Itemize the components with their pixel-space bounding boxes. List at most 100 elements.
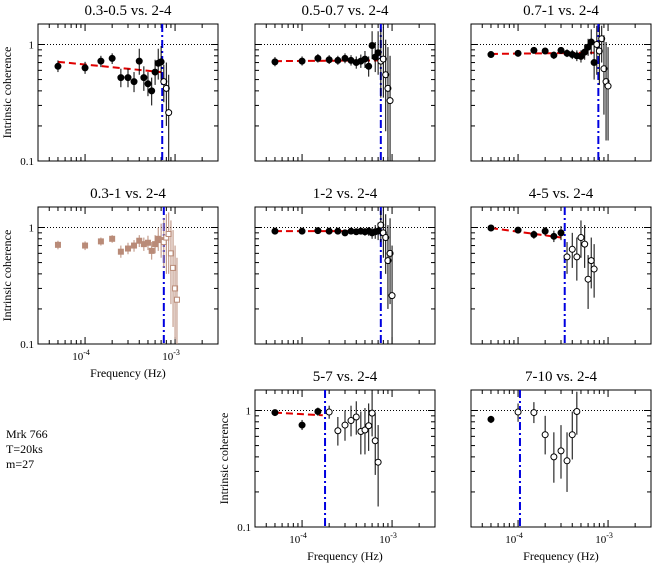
data-point — [487, 51, 495, 59]
source-name: Mrk 766 — [6, 427, 48, 441]
data-point — [530, 231, 538, 239]
x-axis-label: Frequency (Hz) — [90, 366, 166, 380]
data-point — [384, 84, 392, 92]
data-point — [530, 409, 538, 417]
model-curve — [490, 51, 595, 55]
panel-4: 0.3-1 vs. 2-4 1 0.1 Intrinsic coherence 10-4… — [0, 186, 219, 380]
data-point — [541, 47, 549, 55]
data-point — [550, 232, 558, 240]
x-tick-exponent: -3 — [606, 531, 613, 540]
data-point — [514, 226, 522, 234]
data-point — [157, 58, 165, 66]
data-point — [382, 234, 390, 242]
data-point — [125, 245, 131, 252]
panel-1: 0.3-0.5 vs. 2-4 1 0.1 Intrinsic coherence — [0, 3, 219, 168]
data-point — [109, 235, 116, 242]
model-curve — [274, 411, 323, 417]
panel-3: 0.7-1 vs. 2-4 — [470, 3, 652, 162]
x-tick-exponent: -4 — [516, 531, 523, 540]
data-point — [54, 62, 62, 70]
panel-7: 5-7 vs. 2-4 1 0.1 Intrinsic coherence 10-4 10… — [217, 369, 436, 563]
data-point — [384, 257, 392, 265]
data-point — [152, 241, 159, 248]
data-point — [271, 409, 279, 417]
data-point — [563, 457, 571, 465]
data-point — [54, 241, 61, 248]
data-point — [590, 265, 598, 273]
panel-6: 4-5 vs. 2-4 — [470, 186, 652, 345]
data-point — [165, 109, 173, 117]
data-point — [117, 74, 125, 82]
panel-title: 5-7 vs. 2-4 — [313, 369, 378, 385]
panel-title: 0.3-1 vs. 2-4 — [90, 186, 166, 202]
data-point — [595, 47, 603, 55]
panel-title: 7-10 vs. 2-4 — [525, 369, 598, 385]
data-point — [550, 51, 558, 59]
panel-title: 0.3-0.5 vs. 2-4 — [84, 3, 172, 19]
data-point — [573, 253, 581, 261]
x-tick-exponent: -3 — [173, 348, 180, 357]
data-point — [530, 46, 538, 54]
data-point — [144, 80, 152, 88]
data-point — [365, 62, 373, 70]
data-point — [131, 242, 138, 249]
data-point — [314, 408, 322, 416]
data-point — [365, 422, 373, 430]
data-point — [368, 42, 376, 50]
data-point — [334, 56, 342, 64]
data-point — [361, 55, 369, 63]
data-point — [130, 78, 138, 86]
panel-8: 7-10 vs. 2-4 10-4 10-3 Frequency (Hz) — [470, 369, 652, 563]
data-point — [374, 458, 382, 466]
data-point — [314, 227, 322, 235]
data-point — [314, 54, 322, 62]
data-point — [136, 237, 143, 244]
object-info: Mrk 766 T=20ks m=27 — [6, 427, 48, 472]
model-curve — [274, 59, 379, 63]
data-point — [573, 408, 581, 416]
data-point — [271, 58, 279, 66]
data-point — [352, 413, 360, 421]
data-point — [298, 227, 306, 235]
data-point — [124, 74, 132, 82]
data-point — [97, 238, 104, 245]
data-point — [487, 415, 495, 423]
data-point — [148, 247, 155, 254]
data-point — [379, 55, 387, 63]
data-point — [82, 242, 89, 249]
data-point — [334, 227, 342, 235]
data-point — [325, 227, 333, 235]
y-axis-label: Intrinsic coherence — [217, 413, 231, 505]
data-point — [557, 447, 565, 455]
panel-title: 0.5-0.7 vs. 2-4 — [301, 3, 389, 19]
x-tick-exponent: -4 — [83, 348, 90, 357]
data-point — [568, 431, 576, 439]
x-tick-label: 10-3 — [595, 531, 613, 546]
data-point — [557, 229, 565, 237]
data-point — [598, 35, 606, 43]
data-point — [382, 71, 390, 79]
panel-2: 0.5-0.7 vs. 2-4 — [254, 3, 436, 162]
data-point — [584, 275, 592, 283]
panel-title: 4-5 vs. 2-4 — [529, 186, 594, 202]
data-point — [298, 57, 306, 65]
data-point — [144, 239, 151, 246]
y-tick-label-01: 0.1 — [20, 156, 34, 168]
data-point — [386, 249, 394, 257]
data-point — [271, 227, 279, 235]
data-point — [347, 417, 355, 425]
panel-5: 1-2 vs. 2-4 — [254, 186, 436, 345]
data-point — [172, 285, 179, 292]
data-point — [581, 240, 589, 248]
x-axis-label: Frequency (Hz) — [523, 549, 599, 563]
x-tick-label: 10-3 — [162, 348, 180, 363]
data-point — [368, 409, 376, 417]
y-tick-label-1: 1 — [29, 223, 35, 235]
x-tick-label: 10-4 — [505, 531, 523, 546]
data-point — [487, 224, 495, 232]
x-axis-label: Frequency (Hz) — [307, 549, 383, 563]
data-point — [600, 65, 608, 73]
x-tick-label: 10-3 — [379, 531, 397, 546]
data-point — [371, 437, 379, 445]
